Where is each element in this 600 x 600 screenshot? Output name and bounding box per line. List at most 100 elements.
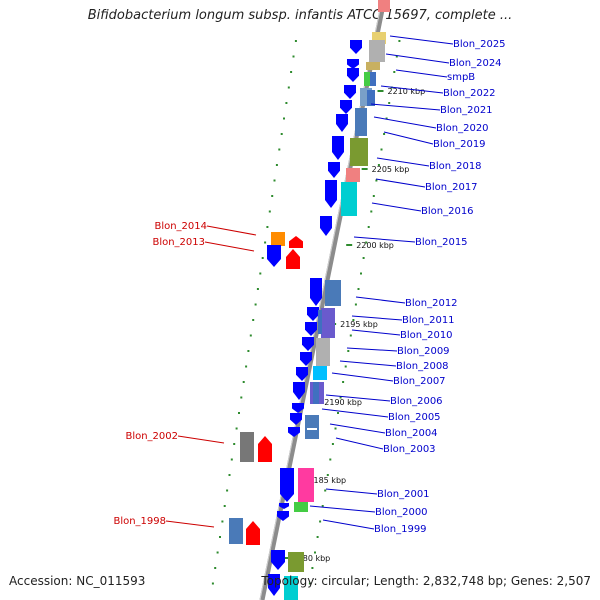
forward-gene-arrow (320, 216, 332, 236)
gene-label: Blon_2006 (390, 396, 443, 407)
gene-label: Blon_2022 (443, 88, 496, 99)
reverse-gene-arrow (289, 236, 303, 248)
ruler-dot (342, 381, 345, 383)
forward-gene-arrow (340, 100, 352, 114)
label-leader (329, 423, 386, 434)
gene-label: smpB (447, 72, 475, 83)
label-leader (325, 394, 391, 402)
label-leader (371, 202, 422, 212)
gene-label: Blon_1998 (113, 516, 166, 527)
scale-tick-label: 2190 kbp (324, 398, 362, 407)
label-leader (376, 157, 430, 167)
ruler-dot (271, 195, 274, 197)
gene-label: Blon_2014 (154, 221, 207, 232)
forward-gene-arrow (267, 245, 281, 267)
accession-label: Accession: NC_011593 (9, 574, 146, 588)
cog-category-box (346, 168, 360, 182)
ruler-dot (362, 257, 365, 259)
ruler-dot (223, 505, 226, 507)
gene-label: Blon_2019 (433, 139, 486, 150)
ruler-dot (252, 319, 255, 321)
label-leader (177, 435, 225, 444)
cog-category-box (316, 338, 330, 366)
forward-gene-arrow (268, 574, 280, 596)
ruler-dot (326, 474, 329, 476)
label-leader (380, 85, 444, 94)
ruler-dot (280, 133, 283, 135)
ruler-dot (294, 40, 297, 42)
ruler-dot (319, 520, 322, 523)
gene-label: Blon_2010 (400, 330, 453, 341)
cog-category-box (240, 432, 254, 462)
forward-gene-arrow (280, 468, 294, 502)
ruler-dot (331, 443, 334, 445)
label-leader (370, 103, 441, 111)
forward-gene-arrow (288, 427, 300, 437)
ruler-dot (314, 551, 316, 554)
genome-summary: Topology: circular; Length: 2,832,748 bp… (261, 574, 591, 588)
ruler-dot (290, 71, 293, 73)
ruler-dot (230, 458, 233, 461)
scale-tick-label: 2200 kbp (356, 241, 394, 250)
ruler-dot (360, 272, 362, 275)
label-leader (321, 408, 389, 418)
cog-category-box (378, 0, 390, 12)
gene-label: Blon_2021 (440, 105, 493, 116)
label-leader (335, 437, 384, 450)
scale-tick-label: 2210 kbp (387, 87, 425, 96)
cog-category-box (325, 280, 341, 306)
ruler-dot (316, 536, 319, 538)
label-leader (325, 488, 378, 495)
gene-label: Blon_2003 (383, 444, 436, 455)
gene-label: Blon_2015 (415, 237, 468, 248)
ruler-dot (377, 164, 380, 166)
ruler-dot (292, 55, 295, 58)
cog-category-box (271, 232, 285, 246)
gene-label: Blon_2012 (405, 298, 458, 309)
gene-label: Blon_2007 (393, 376, 446, 387)
ruler-dot (233, 443, 236, 445)
ruler-dot (354, 303, 357, 306)
gene-label: Blon_2008 (396, 361, 449, 372)
label-leader (355, 296, 406, 304)
ruler-dot (226, 489, 229, 492)
ruler-dot (240, 396, 243, 399)
forward-gene-arrow (347, 68, 359, 82)
reverse-gene-arrow (286, 249, 300, 269)
cog-category-box (355, 108, 367, 136)
gene-label: Blon_2000 (375, 507, 428, 518)
cog-category-box (341, 182, 357, 216)
ruler-dot (372, 195, 375, 197)
forward-gene-arrow (271, 550, 285, 570)
ruler-dot (329, 458, 332, 461)
ruler-dots (211, 40, 401, 585)
forward-gene-arrow (302, 337, 314, 351)
ruler-dot (380, 148, 383, 151)
cog-category-box (321, 308, 335, 338)
cog-category-box (307, 428, 317, 430)
forward-gene-arrow (325, 180, 337, 208)
ruler-dot (365, 241, 368, 244)
ruler-dot (357, 288, 360, 290)
scale-tick-label: 2205 kbp (372, 165, 410, 174)
gene-label: Blon_2009 (397, 346, 450, 357)
ruler-dot (334, 427, 337, 430)
ruler-dot (388, 102, 391, 104)
label-leader (331, 372, 394, 382)
gene-features (229, 0, 390, 600)
ruler-dot (256, 288, 259, 290)
forward-gene-arrow (290, 413, 302, 425)
label-leader (346, 347, 398, 352)
cog-category-box (366, 62, 380, 70)
gene-label: Blon_2004 (385, 428, 438, 439)
gene-label: Blon_2025 (453, 39, 506, 50)
ruler-dot (238, 412, 240, 414)
label-leader (351, 329, 401, 336)
ruler-dot (219, 536, 221, 538)
scale-tick-label: 2185 kbp (308, 476, 346, 485)
scale-tick-label: 2180 kbp (293, 554, 331, 563)
cog-category-box (294, 502, 308, 512)
forward-gene-arrow (344, 85, 356, 99)
